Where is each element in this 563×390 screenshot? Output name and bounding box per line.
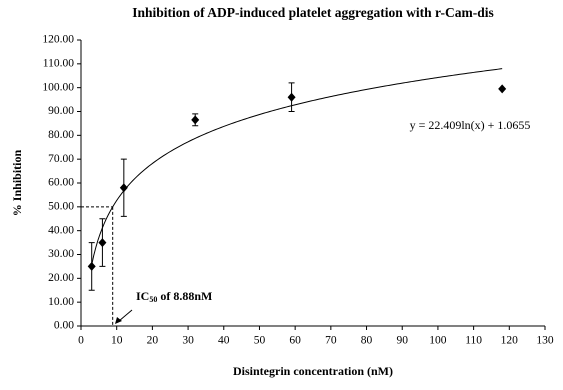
y-tick-label: 100.00 <box>42 81 74 93</box>
y-tick-label: 20.00 <box>48 272 74 284</box>
x-tick-label: 0 <box>78 335 84 347</box>
y-tick-label: 110.00 <box>43 57 74 69</box>
point <box>287 92 296 102</box>
x-tick-label: 90 <box>396 335 408 347</box>
x-tick-label: 80 <box>361 335 373 347</box>
y-tick-label: 120.00 <box>42 34 74 46</box>
x-axis-title: Disintegrin concentration (nM) <box>233 364 393 378</box>
ic50-suffix: of 8.88nM <box>157 289 212 303</box>
trendline <box>91 68 503 265</box>
y-tick-label: 10.00 <box>48 296 74 308</box>
x-tick-label: 70 <box>325 335 337 347</box>
x-tick-label: 30 <box>182 335 194 347</box>
ic50-prefix: IC <box>136 289 149 303</box>
x-tick-label: 120 <box>501 335 519 347</box>
x-tick-label: 40 <box>218 335 230 347</box>
x-tick-label: 50 <box>254 335 266 347</box>
y-tick-label: 40.00 <box>48 224 74 236</box>
point <box>119 183 128 193</box>
x-tick-label: 130 <box>536 335 554 347</box>
x-tick-label: 10 <box>111 335 123 347</box>
x-tick-label: 60 <box>289 335 301 347</box>
ic50-arrowhead <box>115 317 122 324</box>
chart-title: Inhibition of ADP-induced platelet aggre… <box>132 5 494 20</box>
y-tick-label: 60.00 <box>48 177 74 189</box>
trendline-equation: y = 22.409ln(x) + 1.0655 <box>410 118 531 132</box>
y-tick-label: 30.00 <box>48 248 74 260</box>
y-tick-label: 80.00 <box>48 129 74 141</box>
y-tick-label: 0.00 <box>54 320 74 332</box>
point <box>498 84 507 94</box>
y-tick-label: 90.00 <box>48 105 74 117</box>
ic50-sub: 50 <box>149 295 157 304</box>
x-tick-label: 100 <box>429 335 447 347</box>
y-tick-label: 70.00 <box>48 153 74 165</box>
point <box>98 238 107 248</box>
y-axis-title: % Inhibition <box>10 149 24 216</box>
ic50-arrow <box>118 309 133 322</box>
ic50-annotation: IC50 of 8.88nM <box>136 289 212 304</box>
point <box>87 261 96 271</box>
x-tick-label: 20 <box>147 335 159 347</box>
x-tick-label: 110 <box>465 335 482 347</box>
point <box>191 115 200 125</box>
y-tick-label: 50.00 <box>48 200 74 212</box>
